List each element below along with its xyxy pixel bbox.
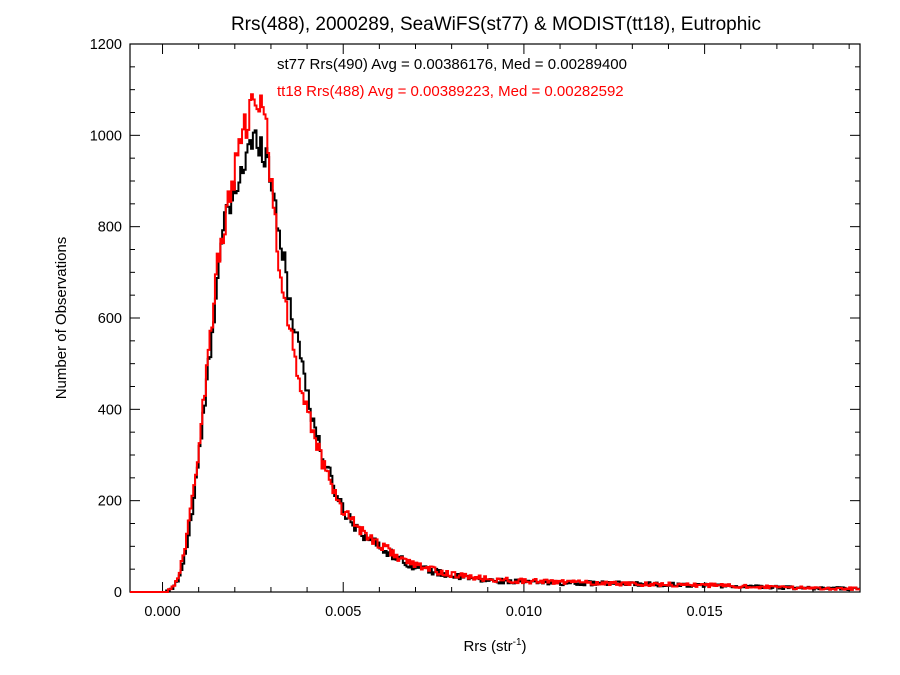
- series-line-tt18: [130, 93, 860, 593]
- y-tick-label: 1200: [90, 37, 122, 53]
- y-axis-label: Number of Observations: [53, 237, 70, 400]
- series-group: [130, 93, 860, 593]
- legend-entry-tt18: tt18 Rrs(488) Avg = 0.00389223, Med = 0.…: [277, 83, 624, 100]
- x-tick-label: 0.015: [686, 604, 722, 620]
- plot-frame: [129, 43, 861, 593]
- legend-entry-st77: st77 Rrs(490) Avg = 0.00386176, Med = 0.…: [277, 56, 627, 73]
- y-tick-label: 1000: [90, 128, 122, 144]
- y-axis-ticks: 0 200 400 600 800 1000 1200: [90, 37, 860, 601]
- x-axis-ticks: 0.000 0.005 0.010 0.015: [144, 44, 850, 620]
- y-tick-label: 200: [98, 494, 122, 510]
- chart-title: Rrs(488), 2000289, SeaWiFS(st77) & MODIS…: [231, 14, 761, 35]
- y-tick-label: 400: [98, 402, 122, 418]
- y-tick-label: 600: [98, 311, 122, 327]
- x-tick-label: 0.000: [144, 604, 180, 620]
- x-tick-label: 0.005: [325, 604, 361, 620]
- series-line-st77: [130, 129, 860, 593]
- y-tick-label: 800: [98, 220, 122, 236]
- y-tick-label: 0: [114, 585, 122, 601]
- x-axis-label-base: Rrs (str: [463, 638, 512, 655]
- x-tick-label: 0.010: [506, 604, 542, 620]
- x-axis-label-close: ): [522, 638, 527, 655]
- x-axis-label-superscript: -1: [513, 637, 522, 648]
- x-axis-label: Rrs (str-1): [463, 637, 526, 655]
